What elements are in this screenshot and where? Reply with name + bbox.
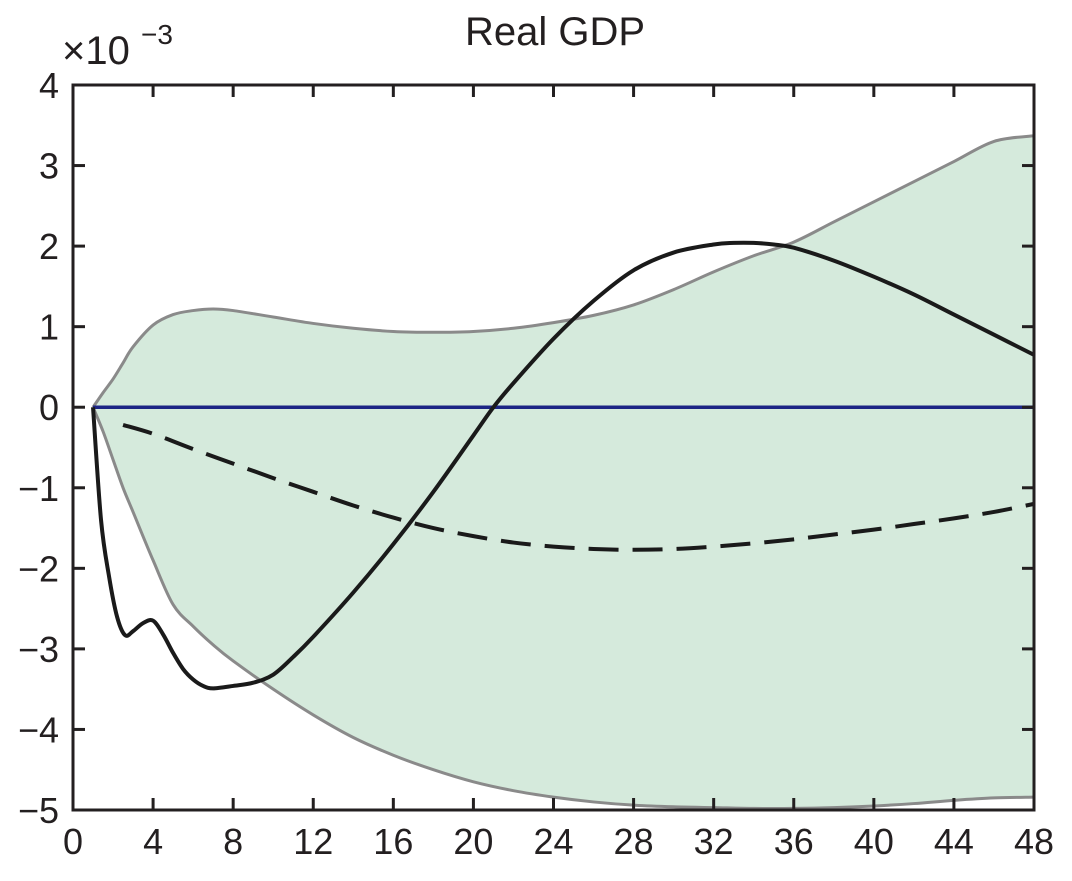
confidence-band-upper-edge	[91, 134, 1035, 409]
y-tick-label: −4	[18, 709, 59, 750]
y-tick-label: −2	[18, 548, 59, 589]
x-tick-label: 28	[614, 821, 654, 862]
x-tick-label: 20	[453, 821, 493, 862]
solid-series-line	[91, 240, 1035, 691]
y-tick-label: 0	[39, 387, 59, 428]
x-tick-label: 40	[854, 821, 894, 862]
dashed-series-line	[122, 423, 1035, 552]
y-axis-multiplier: ×10 −3	[62, 19, 173, 73]
y-tick-label: 4	[39, 65, 59, 106]
x-tick-label: 48	[1014, 821, 1054, 862]
y-tick-label: 3	[39, 146, 59, 187]
y-tick-label: −1	[18, 468, 59, 509]
x-tick-label: 0	[63, 821, 83, 862]
confidence-band-lower-edge	[91, 406, 1035, 810]
chart-title: Real GDP	[465, 10, 645, 54]
y-axis-multiplier-exponent: −3	[141, 19, 173, 50]
x-tick-label: 12	[293, 821, 333, 862]
x-axis-ticks: 0 4 8 12 16 20 24 28 32 36 40 44 48	[63, 85, 1054, 862]
x-tick-label: 44	[934, 821, 974, 862]
x-tick-label: 8	[223, 821, 243, 862]
x-tick-label: 4	[143, 821, 163, 862]
x-tick-label: 36	[774, 821, 814, 862]
x-tick-label: 16	[373, 821, 413, 862]
y-tick-label: 1	[39, 307, 59, 348]
x-tick-label: 24	[533, 821, 573, 862]
y-axis-multiplier-base: ×10	[62, 29, 130, 73]
y-tick-label: −5	[18, 790, 59, 831]
y-tick-label: −3	[18, 629, 59, 670]
y-tick-label: 2	[39, 226, 59, 267]
x-tick-label: 32	[694, 821, 734, 862]
confidence-band	[93, 135, 1034, 809]
y-axis-ticks: −5 −4 −3 −2 −1 0 1 2 3 4	[18, 65, 1034, 831]
